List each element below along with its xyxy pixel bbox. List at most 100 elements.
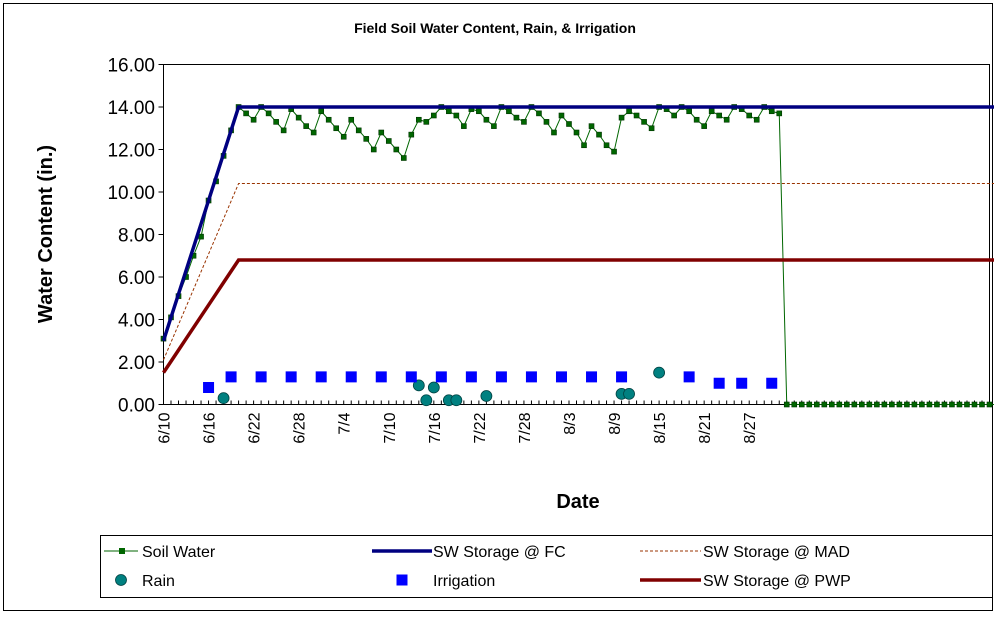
data-point xyxy=(687,109,692,114)
data-point xyxy=(634,113,639,118)
legend-label: Rain xyxy=(142,573,175,590)
x-tick-label: 7/16 xyxy=(427,412,444,443)
data-point xyxy=(431,113,436,118)
legend-marker xyxy=(116,575,127,586)
data-point xyxy=(987,402,992,407)
data-point xyxy=(934,402,939,407)
data-point xyxy=(882,402,887,407)
data-point xyxy=(754,117,759,122)
data-point xyxy=(709,109,714,114)
x-tick-label: 8/15 xyxy=(652,412,669,443)
data-point xyxy=(244,111,249,116)
x-tick-label: 6/10 xyxy=(157,412,174,443)
legend-marker xyxy=(397,575,407,585)
data-point xyxy=(296,115,301,120)
legend-marker xyxy=(120,549,125,554)
data-point xyxy=(972,402,977,407)
y-tick-label: 14.00 xyxy=(107,98,155,119)
data-point xyxy=(897,402,902,407)
x-tick-label: 6/22 xyxy=(247,412,264,443)
y-tick-label: 8.00 xyxy=(118,226,155,247)
x-tick-label: 7/4 xyxy=(337,412,354,434)
data-point xyxy=(889,402,894,407)
data-point xyxy=(979,402,984,407)
x-tick-label: 6/28 xyxy=(292,412,309,443)
data-point xyxy=(624,388,635,399)
data-point xyxy=(319,109,324,114)
data-point xyxy=(376,372,386,382)
data-point xyxy=(582,143,587,148)
x-axis-title: Date xyxy=(556,491,599,513)
data-point xyxy=(587,372,597,382)
data-point xyxy=(672,113,677,118)
data-point xyxy=(379,130,384,135)
data-point xyxy=(777,111,782,116)
chart-title: Field Soil Water Content, Rain, & Irriga… xyxy=(354,20,636,36)
data-point xyxy=(274,119,279,124)
data-point xyxy=(286,372,296,382)
data-point xyxy=(844,402,849,407)
data-point xyxy=(589,124,594,129)
y-tick-label: 10.00 xyxy=(107,183,155,204)
data-point xyxy=(394,147,399,152)
data-point xyxy=(491,124,496,129)
data-point xyxy=(799,402,804,407)
data-point xyxy=(218,393,229,404)
legend-label: SW Storage @ MAD xyxy=(703,544,850,561)
legend-label: Irrigation xyxy=(433,573,495,590)
data-point xyxy=(484,117,489,122)
data-point xyxy=(769,109,774,114)
data-point xyxy=(436,372,446,382)
data-point xyxy=(867,402,872,407)
data-point xyxy=(807,402,812,407)
data-point xyxy=(451,395,462,406)
data-point xyxy=(204,383,214,393)
data-point xyxy=(551,130,556,135)
data-point xyxy=(281,128,286,133)
data-point xyxy=(927,402,932,407)
data-point xyxy=(364,136,369,141)
y-tick-label: 0.00 xyxy=(118,396,155,417)
chart-frame xyxy=(4,4,993,611)
data-point xyxy=(942,402,947,407)
data-point xyxy=(859,402,864,407)
data-point xyxy=(792,402,797,407)
data-point xyxy=(874,402,879,407)
data-point xyxy=(521,119,526,124)
data-point xyxy=(346,372,356,382)
data-point xyxy=(566,122,571,127)
y-tick-label: 4.00 xyxy=(118,311,155,332)
data-point xyxy=(266,111,271,116)
x-tick-label: 7/28 xyxy=(517,412,534,443)
x-tick-label: 8/21 xyxy=(697,412,714,443)
data-point xyxy=(737,378,747,388)
data-point xyxy=(784,402,789,407)
data-point xyxy=(684,372,694,382)
data-point xyxy=(496,372,506,382)
x-tick-label: 8/9 xyxy=(607,412,624,434)
data-point xyxy=(466,372,476,382)
data-point xyxy=(829,402,834,407)
data-point xyxy=(649,126,654,131)
data-point xyxy=(454,113,459,118)
data-point xyxy=(386,139,391,144)
data-point xyxy=(852,402,857,407)
data-point xyxy=(642,119,647,124)
data-point xyxy=(371,147,376,152)
data-point xyxy=(256,372,266,382)
data-point xyxy=(904,402,909,407)
data-point xyxy=(694,117,699,122)
data-point xyxy=(349,117,354,122)
data-point xyxy=(526,372,536,382)
data-point xyxy=(702,124,707,129)
data-point xyxy=(401,156,406,161)
x-tick-label: 8/3 xyxy=(562,412,579,434)
data-point xyxy=(226,372,236,382)
data-point xyxy=(406,372,416,382)
data-point xyxy=(612,149,617,154)
data-point xyxy=(837,402,842,407)
data-point xyxy=(326,117,331,122)
data-point xyxy=(446,109,451,114)
